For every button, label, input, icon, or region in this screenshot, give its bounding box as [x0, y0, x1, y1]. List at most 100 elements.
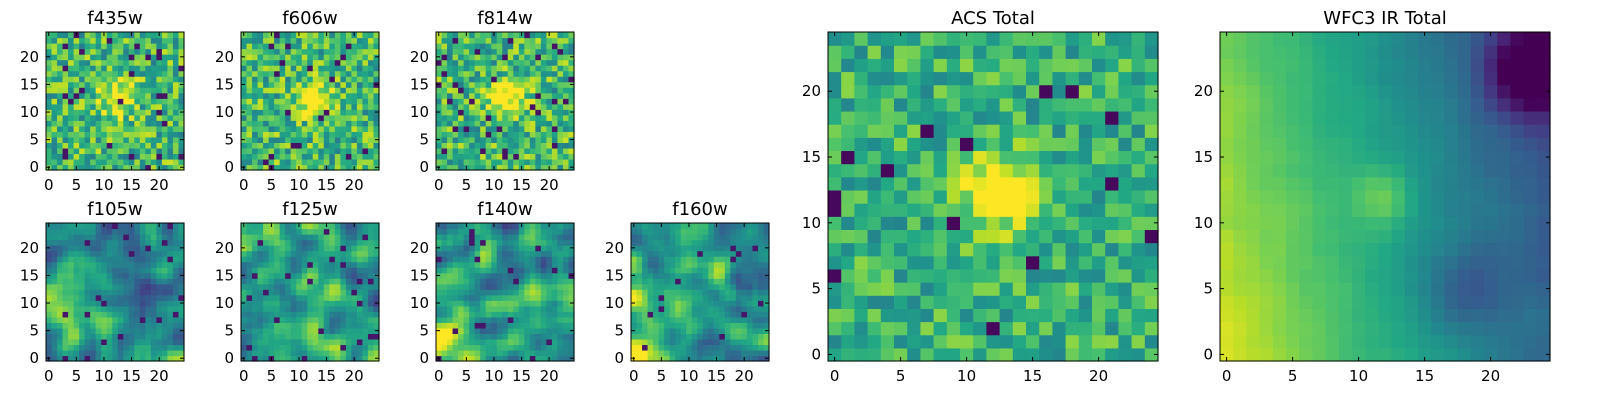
- heatmap-cell: [894, 347, 908, 362]
- heatmap-cell: [867, 334, 882, 349]
- heatmap-cell: [172, 125, 180, 132]
- heatmap-cell: [178, 125, 185, 132]
- heatmap-cell: [345, 322, 352, 329]
- heatmap-cell: [128, 114, 135, 121]
- heatmap-cell: [150, 272, 157, 279]
- heatmap-cell: [713, 333, 720, 340]
- heatmap-cell: [296, 103, 303, 110]
- heatmap-cell: [161, 349, 169, 357]
- heatmap-cell: [540, 81, 547, 88]
- heatmap-cell: [274, 311, 281, 318]
- heatmap-cell: [719, 316, 726, 323]
- heatmap-cell: [557, 316, 564, 323]
- heatmap-cell: [557, 32, 564, 39]
- heatmap-cell: [642, 322, 649, 329]
- x-tick-label: 5: [267, 367, 277, 385]
- heatmap-cell: [491, 81, 498, 88]
- heatmap-cell: [1026, 216, 1040, 230]
- heatmap-cell: [263, 125, 270, 132]
- heatmap-cell: [156, 70, 163, 77]
- heatmap-cell: [178, 289, 185, 296]
- heatmap-cell: [691, 300, 698, 307]
- heatmap-cell: [351, 289, 358, 296]
- heatmap-cell: [101, 142, 108, 149]
- heatmap-cell: [117, 131, 124, 138]
- heatmap-cell: [323, 267, 330, 274]
- heatmap-cell: [658, 322, 665, 329]
- heatmap-cell: [257, 228, 264, 235]
- heatmap-cell: [84, 283, 91, 290]
- heatmap-cell: [546, 109, 553, 116]
- heatmap-cell: [535, 87, 542, 94]
- heatmap-cell: [345, 311, 352, 318]
- heatmap-cell: [735, 311, 742, 318]
- heatmap-cell: [68, 283, 75, 290]
- heatmap-cell: [290, 327, 297, 334]
- heatmap-cell: [529, 158, 536, 166]
- heatmap-cell: [274, 272, 281, 279]
- heatmap-cell: [562, 142, 570, 149]
- heatmap-cell: [156, 305, 163, 312]
- heatmap-cell: [518, 81, 525, 88]
- heatmap-cell: [57, 311, 64, 318]
- heatmap-cell: [274, 267, 281, 274]
- heatmap-cell: [318, 338, 325, 346]
- heatmap-cell: [246, 125, 253, 132]
- heatmap-cell: [752, 327, 759, 334]
- heatmap-cell: [763, 278, 770, 285]
- heatmap-cell: [95, 278, 102, 285]
- heatmap-cell: [474, 278, 481, 285]
- heatmap-cell: [145, 311, 152, 318]
- heatmap-cell: [145, 338, 152, 346]
- heatmap-cell: [268, 283, 275, 290]
- heatmap-cell: [485, 272, 492, 279]
- heatmap-cell: [752, 283, 759, 290]
- heatmap-cell: [1092, 347, 1106, 362]
- heatmap-cell: [329, 327, 336, 334]
- heatmap-cell: [90, 338, 97, 346]
- heatmap-cell: [518, 234, 525, 241]
- heatmap-cell: [84, 300, 91, 307]
- heatmap-cell: [296, 92, 303, 99]
- heatmap-cell: [329, 245, 336, 252]
- heatmap-cell: [867, 268, 882, 283]
- heatmap-cell: [79, 109, 86, 116]
- heatmap-cell: [474, 37, 481, 44]
- heatmap-cell: [252, 48, 259, 55]
- heatmap-cell: [636, 327, 643, 334]
- heatmap-cell: [128, 311, 135, 318]
- heatmap-cell: [345, 261, 352, 268]
- heatmap-cell: [252, 327, 259, 334]
- heatmap-cell: [480, 283, 487, 290]
- heatmap-cell: [691, 289, 698, 296]
- heatmap-cell: [551, 131, 559, 138]
- heatmap-cell: [724, 283, 731, 290]
- heatmap-cell: [653, 344, 660, 351]
- heatmap-cell: [241, 256, 248, 263]
- heatmap-cell: [268, 261, 275, 268]
- heatmap-cell: [562, 278, 570, 285]
- heatmap-cell: [51, 333, 58, 340]
- heatmap-cell: [557, 120, 564, 127]
- heatmap-cell: [642, 355, 649, 362]
- heatmap-cell: [90, 355, 97, 362]
- heatmap-cell: [741, 311, 748, 318]
- heatmap-cell: [562, 70, 570, 77]
- heatmap-cell: [117, 48, 124, 55]
- heatmap-cell: [340, 338, 347, 346]
- heatmap-cell: [507, 131, 514, 138]
- heatmap-cell: [62, 164, 69, 171]
- heatmap-cell: [946, 295, 961, 309]
- heatmap-cell: [741, 300, 748, 307]
- heatmap-cell: [57, 87, 64, 94]
- heatmap-cell: [296, 267, 303, 274]
- heatmap-cell: [362, 87, 369, 94]
- heatmap-cell: [274, 136, 281, 143]
- heatmap-cell: [1118, 295, 1133, 309]
- heatmap-cell: [507, 103, 514, 110]
- heatmap-cell: [134, 109, 141, 116]
- heatmap-cell: [568, 294, 575, 301]
- heatmap-cell: [436, 333, 443, 340]
- heatmap-cell: [551, 142, 559, 149]
- heatmap-cell: [334, 136, 341, 143]
